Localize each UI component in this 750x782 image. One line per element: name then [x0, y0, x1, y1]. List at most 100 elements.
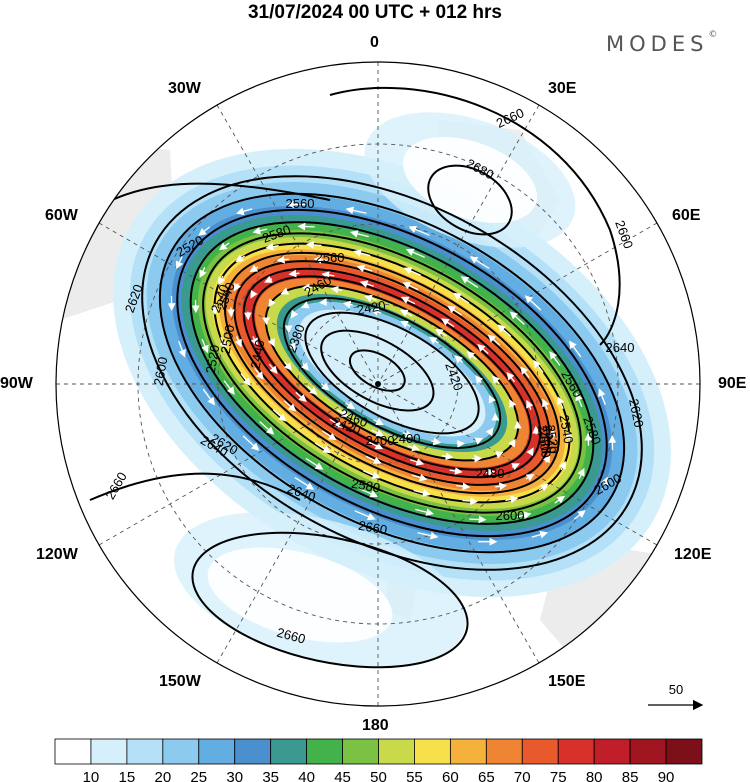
wind-vector — [321, 271, 335, 279]
contour-label: 2400 — [392, 431, 421, 446]
contour-label: 2660 — [275, 625, 307, 647]
wind-vector — [449, 467, 463, 475]
wind-vector — [370, 308, 382, 316]
south-pole-marker — [375, 381, 381, 387]
wind-vector — [487, 334, 501, 346]
wind-vector — [294, 477, 315, 490]
colorbar-label: 90 — [658, 769, 675, 782]
wind-calm-south — [207, 547, 393, 643]
wind-vector — [542, 398, 550, 410]
wind-vector — [218, 242, 230, 251]
wind-vector — [250, 289, 258, 299]
wind-vector — [431, 437, 442, 446]
wind-vector — [469, 256, 490, 269]
contour-label: 2500 — [535, 428, 554, 459]
colorbar-label: 15 — [119, 769, 136, 782]
lon-label-60e: 60E — [672, 207, 701, 224]
colorbar-label: 45 — [334, 769, 351, 782]
wind-vector — [284, 361, 293, 371]
wind-vector — [250, 336, 258, 347]
colorbar-swatch — [665, 738, 703, 765]
wind-vector — [240, 373, 251, 387]
wind-vector — [288, 269, 300, 278]
wind-vector — [447, 305, 463, 316]
wind-vector — [265, 242, 279, 251]
wind-vector — [428, 336, 439, 345]
modes-logo: MODES© — [606, 30, 718, 56]
wind-vector — [435, 328, 447, 337]
wind-vector — [573, 510, 586, 520]
wind-vector — [568, 340, 582, 358]
wind-vector — [219, 336, 227, 350]
colorbar-swatch — [54, 738, 92, 765]
wind-vector — [235, 254, 246, 263]
wind-vector — [598, 388, 606, 405]
wind-vector — [506, 371, 516, 383]
wind-vector — [300, 301, 310, 309]
wind-vector — [218, 275, 226, 286]
lon-label-60w: 60W — [45, 207, 78, 224]
colorbar-swatch — [521, 738, 559, 765]
wind-vector — [233, 282, 242, 292]
colorbar-swatch — [629, 738, 667, 765]
wind-vector — [267, 338, 275, 347]
wind-vector — [301, 283, 312, 292]
wind-vector — [272, 409, 287, 422]
wind-vector — [178, 341, 186, 358]
contour-label: 2640 — [606, 340, 635, 355]
wind-vector — [472, 454, 483, 463]
wind-vector — [413, 489, 431, 497]
contour-label: 2540 — [557, 414, 577, 445]
colorbar-label: 35 — [262, 769, 279, 782]
colorbar-label: 75 — [550, 769, 567, 782]
wind-vector — [198, 226, 211, 236]
wind-vector — [306, 241, 322, 249]
colorbar-label: 25 — [190, 769, 207, 782]
wind-vector — [314, 442, 331, 454]
contour-label: 2440 — [540, 424, 560, 455]
wind-vector — [577, 467, 585, 479]
contour-label: 2660 — [357, 518, 388, 538]
wind-vector — [557, 396, 565, 410]
contour-label: 2520 — [543, 424, 563, 455]
wind-vector — [364, 294, 377, 303]
wind-vector — [411, 473, 428, 482]
brand-copyright-mark: © — [708, 30, 718, 40]
wind-vector — [242, 435, 260, 451]
colorbar-label: 80 — [586, 769, 603, 782]
wind-vector — [454, 355, 464, 364]
colorbar-swatch — [270, 738, 308, 765]
contour-labels: 2660 2680 2660 2640 2620 2600 2580 2560 … — [102, 105, 646, 647]
brand-text: MODES — [606, 32, 709, 56]
wind-vector — [268, 363, 278, 375]
colorbar-labels: 10 15 20 25 30 35 40 45 50 55 60 65 70 75 80 85 90 — [83, 769, 675, 782]
wind-vector — [456, 482, 471, 491]
wind-vector — [554, 495, 566, 504]
colorbar-swatch — [414, 738, 451, 765]
wind-vector — [288, 342, 296, 352]
lon-label-120e: 120E — [674, 546, 712, 563]
wind-vector — [400, 296, 416, 305]
wind-vector — [371, 429, 385, 437]
wind-vector — [236, 207, 253, 216]
wind-vector — [307, 386, 318, 395]
wind-vector — [441, 452, 454, 461]
wind-vector — [290, 309, 299, 319]
colorbar-swatch — [449, 738, 487, 765]
wind-vector — [410, 458, 425, 466]
wind-vector — [313, 255, 328, 264]
wind-vector — [264, 275, 273, 283]
wind-vector — [415, 508, 434, 516]
colorbar-label: 40 — [298, 769, 315, 782]
contour-label: 2600 — [496, 508, 525, 523]
lon-label-150e: 150E — [548, 673, 586, 690]
colorbar-swatch — [126, 738, 164, 765]
wind-vector — [526, 399, 534, 410]
wind-vector — [407, 443, 420, 452]
wind-vector — [462, 497, 478, 505]
contour-label: 2620 — [626, 397, 647, 428]
colorbar-label: 20 — [154, 769, 171, 782]
colorbar-swatch — [198, 738, 236, 765]
lon-label-30w: 30W — [168, 80, 201, 97]
wind-vector — [223, 380, 235, 395]
